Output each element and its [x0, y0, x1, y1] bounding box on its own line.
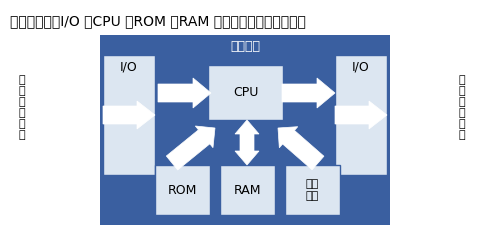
Text: RAM: RAM [234, 183, 261, 196]
Text: の: の [19, 108, 26, 118]
Polygon shape [103, 101, 155, 129]
Text: I/O: I/O [120, 60, 138, 74]
Text: マイコンは、I/O 、CPU 、ROM 、RAM 、周辺回路で構成される: マイコンは、I/O 、CPU 、ROM 、RAM 、周辺回路で構成される [10, 14, 306, 28]
Text: CPU: CPU [233, 86, 258, 99]
Bar [208, 65, 283, 120]
Bar [100, 35, 390, 225]
Polygon shape [282, 78, 335, 108]
Text: 出: 出 [459, 119, 465, 129]
Text: 何: 何 [459, 75, 465, 85]
Bar [335, 55, 387, 175]
Polygon shape [10, 99, 55, 131]
Polygon shape [235, 120, 259, 165]
Text: ROM: ROM [168, 183, 197, 196]
Text: 周辺
回路: 周辺 回路 [306, 179, 319, 201]
Bar [220, 165, 275, 215]
Text: 入: 入 [19, 119, 26, 129]
Text: の: の [459, 108, 465, 118]
Text: ら: ら [19, 86, 26, 96]
Bar [103, 55, 155, 175]
Polygon shape [158, 78, 211, 108]
Text: I/O: I/O [352, 60, 370, 74]
Polygon shape [166, 126, 215, 170]
Text: か: か [19, 97, 26, 107]
Bar [155, 165, 210, 215]
Text: ら: ら [459, 86, 465, 96]
Polygon shape [335, 101, 387, 129]
Text: 力: 力 [19, 130, 26, 140]
Polygon shape [278, 127, 324, 170]
Text: か: か [459, 97, 465, 107]
Bar [285, 165, 340, 215]
Text: マイコン: マイコン [230, 40, 260, 54]
Polygon shape [438, 99, 482, 131]
Text: 力: 力 [459, 130, 465, 140]
Text: 何: 何 [19, 75, 26, 85]
